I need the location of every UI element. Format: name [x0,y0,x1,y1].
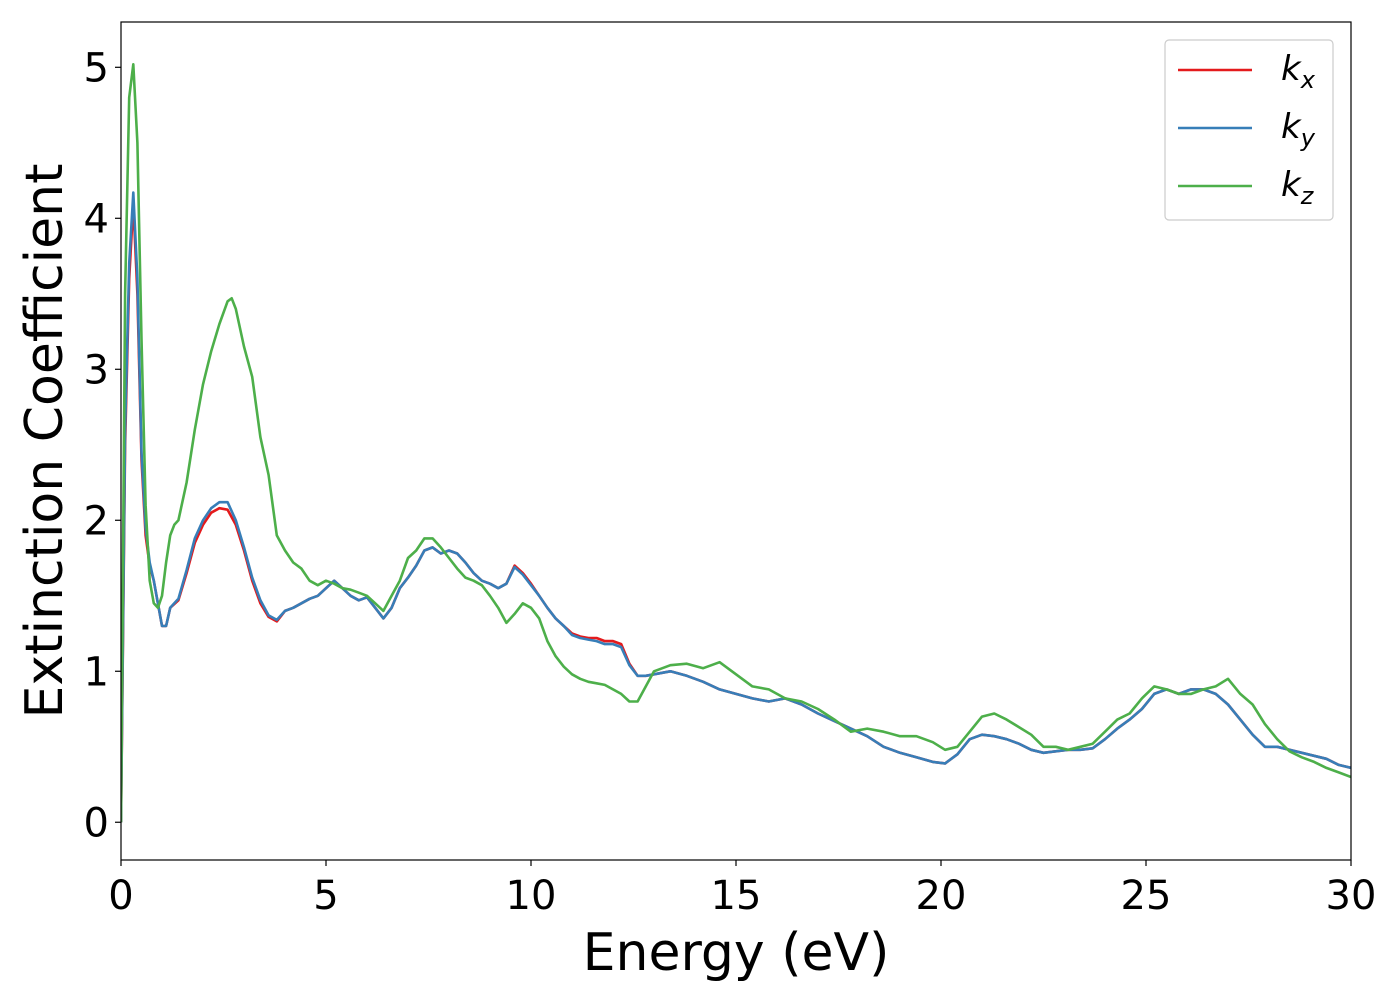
x-tick-label: 0 [108,873,133,919]
x-tick-label: 10 [506,873,557,919]
x-tick-label: 30 [1326,873,1377,919]
y-tick-label: 1 [84,649,109,695]
y-tick-label: 3 [84,347,109,393]
legend-box [1164,39,1334,221]
y-axis-ticks: 0 1 2 3 4 5 [84,45,121,846]
legend-label-y: ky [1281,107,1316,152]
y-axis-label: Extinction Coefficient [15,164,75,719]
series-line-z [121,63,1351,823]
x-tick-label: 15 [711,873,762,919]
y-tick-label: 5 [84,45,109,91]
y-tick-label: 2 [84,498,109,544]
legend-label-z: kz [1281,165,1315,210]
series-line-y [121,191,1351,823]
x-axis-ticks: 0 5 10 15 20 25 30 [108,860,1376,919]
x-tick-label: 25 [1121,873,1172,919]
y-tick-label: 0 [84,800,109,846]
x-axis-label: Energy (eV) [583,923,890,983]
x-tick-label: 5 [313,873,338,919]
series-line-x [121,201,1351,823]
y-tick-label: 4 [84,196,109,242]
legend: kx ky kz [1164,39,1334,221]
x-tick-label: 20 [916,873,967,919]
legend-label-x: kx [1281,49,1316,94]
series-lines [121,63,1351,823]
